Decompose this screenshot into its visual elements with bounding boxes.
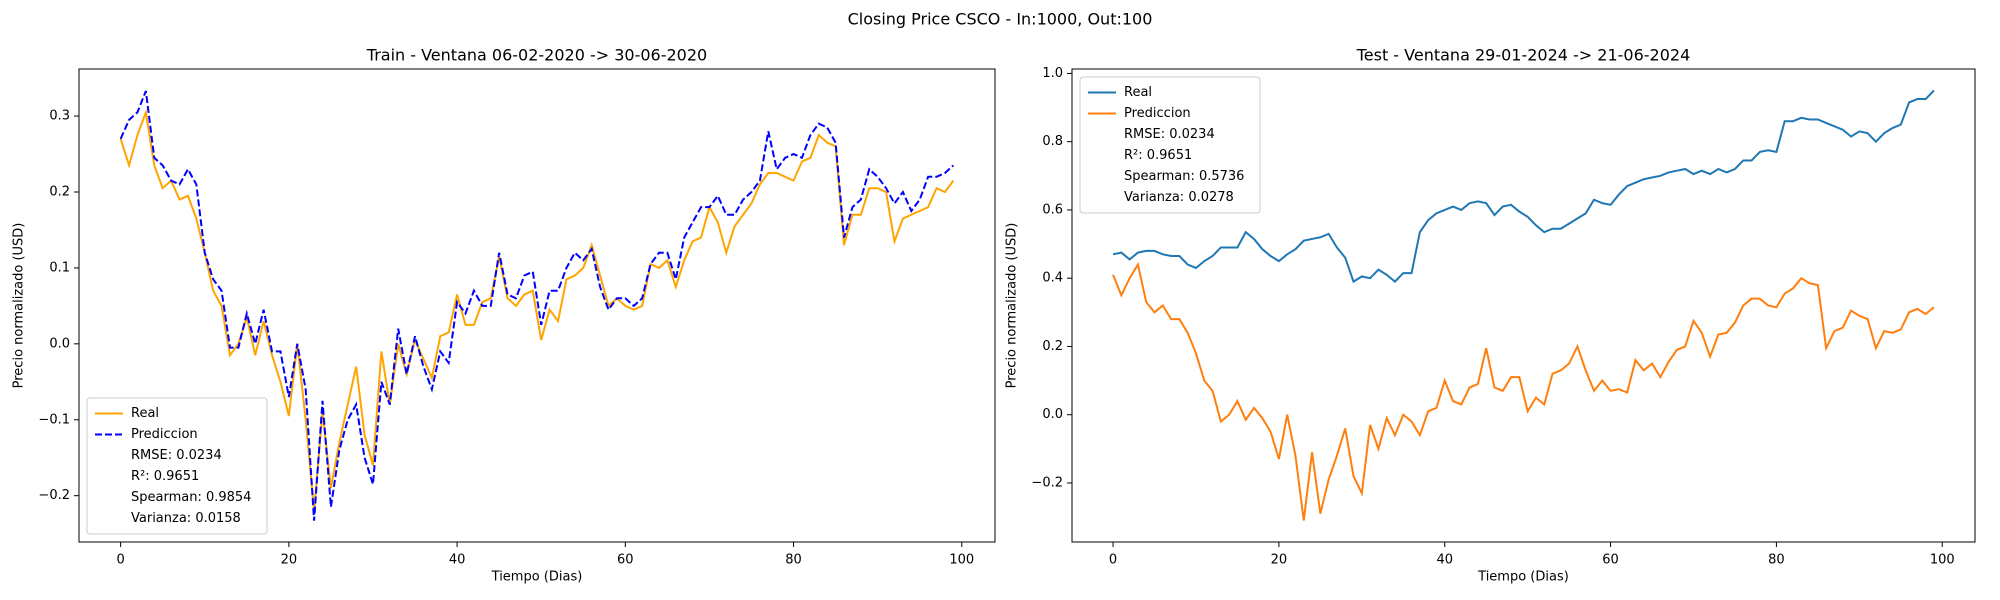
y-tick-label: 0.3: [49, 109, 70, 124]
figure-title: Closing Price CSCO - In:1000, Out:100: [848, 10, 1153, 29]
x-tick-label: 100: [949, 553, 974, 568]
legend-label: Prediccion: [131, 427, 198, 442]
y-tick-label: 0.1: [49, 260, 70, 275]
legend-note: Varianza: 0.0278: [1124, 190, 1234, 205]
y-tick-label: 0.4: [1042, 271, 1063, 286]
x-tick-label: 20: [281, 553, 298, 568]
y-tick-label: 0.6: [1042, 202, 1063, 217]
y-tick-label: −0.2: [1031, 475, 1063, 490]
plot-frame: [78, 68, 996, 543]
legend-note: RMSE: 0.0234: [1124, 127, 1215, 142]
legend: Real Prediccion RMSE: 0.0234 R²: 0.9651 Spea…: [86, 397, 268, 535]
subplot: Train - Ventana 06-02-2020 -> 30-06-2020…: [12, 46, 996, 585]
legend-note: R²: 0.9651: [1124, 148, 1192, 163]
x-tick-label: 40: [449, 553, 466, 568]
x-tick-label: 60: [1602, 553, 1619, 568]
legend-box: [1079, 76, 1261, 214]
y-tick-label: 0.0: [49, 336, 70, 351]
x-tick-label: 0: [116, 553, 124, 568]
x-axis-label: Tiempo (Dias): [491, 570, 583, 585]
x-tick-label: 0: [1109, 553, 1117, 568]
legend: Real Prediccion RMSE: 0.0234 R²: 0.9651 Spea…: [1079, 76, 1261, 214]
y-tick-label: 0.2: [1042, 339, 1063, 354]
series-line: [1112, 261, 1935, 521]
legend-note: Spearman: 0.5736: [1124, 169, 1244, 184]
y-tick-label: 0.2: [49, 184, 70, 199]
x-axis-label: Tiempo (Dias): [1477, 570, 1569, 585]
x-tick-label: 40: [1436, 553, 1453, 568]
legend-note: R²: 0.9651: [131, 469, 199, 484]
subplot-title: Test - Ventana 29-01-2024 -> 21-06-2024: [1356, 46, 1691, 65]
y-tick-label: 1.0: [1042, 66, 1063, 81]
legend-label: Real: [1124, 85, 1152, 100]
y-axis-label: Precio normalizado (USD): [1005, 223, 1020, 389]
series-line: [119, 108, 955, 511]
x-tick-label: 20: [1271, 553, 1288, 568]
y-tick-label: 0.8: [1042, 134, 1063, 149]
x-tick-label: 60: [617, 553, 634, 568]
x-tick-label: 80: [785, 553, 802, 568]
y-tick-label: −0.1: [38, 412, 70, 427]
y-tick-label: 0.0: [1042, 407, 1063, 422]
series-line: [119, 90, 955, 521]
legend-label: Real: [131, 406, 159, 421]
legend-label: Prediccion: [1124, 106, 1191, 121]
series-line: [1112, 89, 1935, 284]
y-tick-label: −0.2: [38, 488, 70, 503]
legend-note: Spearman: 0.9854: [131, 490, 251, 505]
x-tick-label: 100: [1930, 553, 1955, 568]
x-tick-label: 80: [1768, 553, 1785, 568]
subplot: Test - Ventana 29-01-2024 -> 21-06-2024 T…: [1005, 46, 1976, 585]
legend-note: RMSE: 0.0234: [131, 448, 222, 463]
legend-note: Varianza: 0.0158: [131, 511, 241, 526]
plot-frame: [1071, 68, 1976, 543]
y-axis-label: Precio normalizado (USD): [12, 223, 27, 389]
subplot-title: Train - Ventana 06-02-2020 -> 30-06-2020: [366, 46, 707, 65]
legend-box: [86, 397, 268, 535]
